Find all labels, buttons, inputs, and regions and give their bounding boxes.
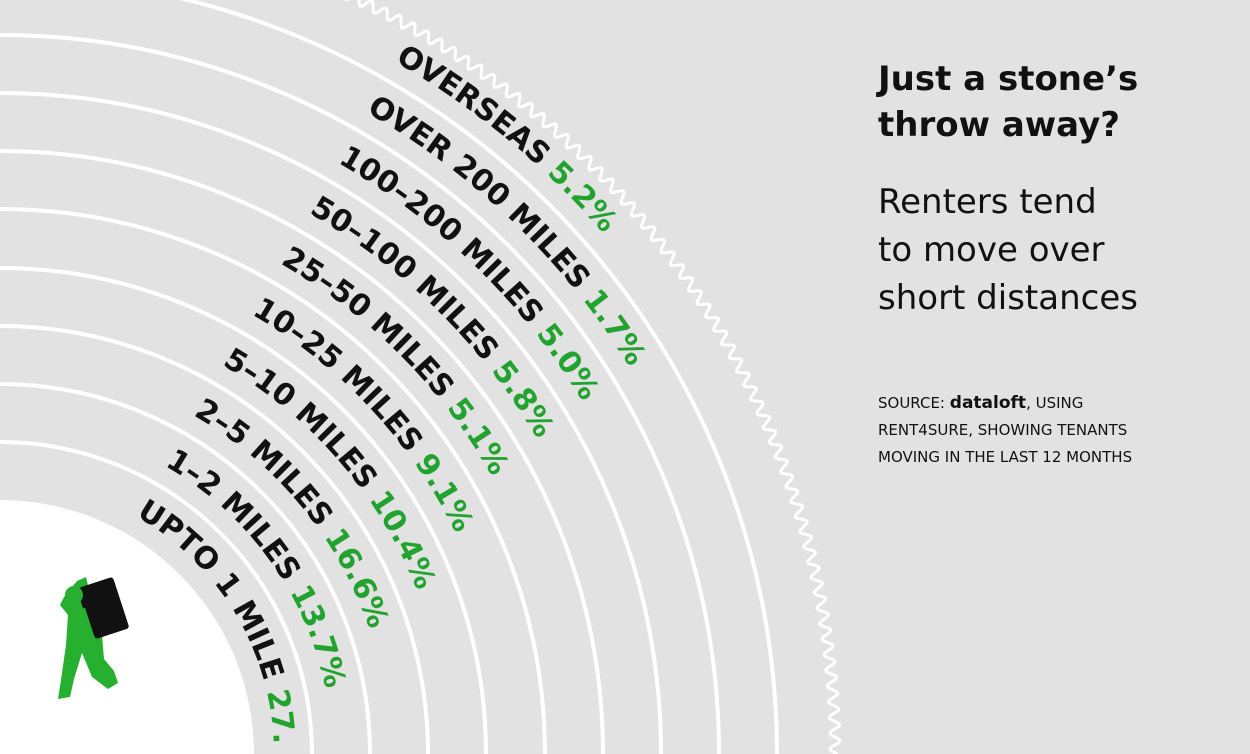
ring-boundary	[0, 324, 430, 754]
band-value-label: 5.8%	[485, 354, 561, 443]
title-line-2: throw away?	[878, 105, 1120, 145]
overseas-wavy-ring	[344, 0, 842, 754]
text-panel: Just a stone’s throw away? Renters tend …	[878, 56, 1238, 471]
title-line-1: Just a stone’s	[878, 59, 1139, 99]
ring-boundary	[0, 33, 721, 754]
source-prefix: SOURCE:	[878, 394, 945, 412]
source-line-3: MOVING IN THE LAST 12 MONTHS	[878, 448, 1133, 466]
ring-boundary	[0, 266, 488, 754]
band-value-label: 5.0%	[529, 317, 606, 406]
ring-boundary	[0, 91, 663, 754]
source-note: SOURCE: dataloft, USING RENT4SURE, SHOWI…	[878, 390, 1238, 471]
ring-boundary	[179, 0, 779, 754]
source-line-2: RENT4SURE, SHOWING TENANTS	[878, 421, 1128, 439]
band-value-label: 5.1%	[440, 391, 516, 480]
ring-boundary	[0, 207, 547, 754]
source-brand: dataloft	[949, 393, 1027, 413]
ring-boundary	[0, 149, 605, 754]
band-value-label: 13.7%	[283, 579, 352, 691]
subtitle-line-3: short distances	[878, 278, 1138, 318]
subtitle-line-1: Renters tend	[878, 182, 1097, 222]
person-carrying-boxes-icon	[58, 577, 129, 699]
source-rest-1: , USING	[1026, 394, 1084, 412]
ring-boundary	[0, 382, 372, 754]
ring-boundary	[0, 440, 314, 754]
page-title: Just a stone’s throw away?	[878, 56, 1238, 148]
band-value-label: 1.7%	[576, 283, 653, 372]
band-value-label: 9.1%	[408, 447, 481, 537]
subtitle-line-2: to move over	[878, 230, 1105, 270]
subtitle: Renters tend to move over short distance…	[878, 178, 1238, 322]
